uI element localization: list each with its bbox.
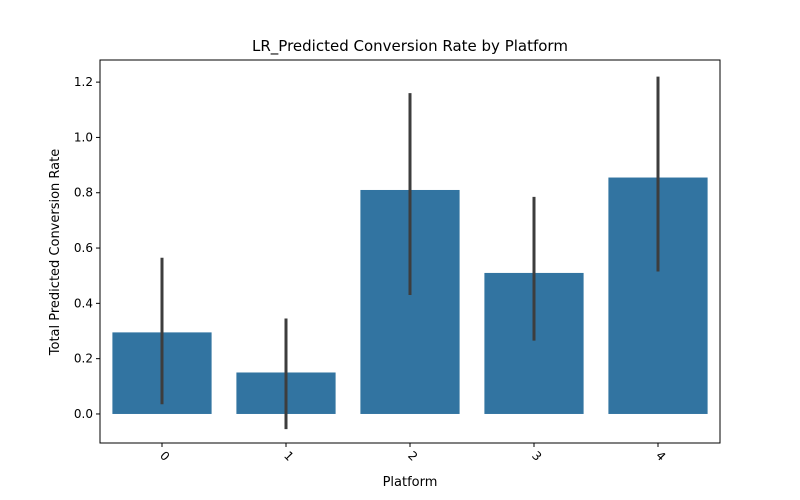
- x-tick-label: 1: [281, 449, 296, 464]
- x-tick-label: 2: [405, 449, 420, 464]
- y-tick-label: 0.6: [74, 241, 93, 255]
- chart-title: LR_Predicted Conversion Rate by Platform: [252, 37, 568, 56]
- x-tick-label: 0: [157, 449, 172, 464]
- x-tick-label: 4: [653, 449, 668, 464]
- y-axis-label: Total Predicted Conversion Rate: [48, 149, 63, 356]
- x-tick-label: 3: [529, 449, 544, 464]
- y-tick-label: 0.0: [74, 407, 93, 421]
- y-tick-label: 1.2: [74, 75, 93, 89]
- x-axis-label: Platform: [383, 475, 438, 490]
- y-tick-label: 0.8: [74, 186, 93, 200]
- y-axis: 0.0 0.2 0.4 0.6 0.8 1.0 1.2: [74, 75, 100, 421]
- y-tick-label: 1.0: [74, 130, 93, 144]
- y-tick-label: 0.2: [74, 352, 93, 366]
- plot-area: [112, 76, 708, 430]
- y-tick-label: 0.4: [74, 296, 93, 310]
- x-axis: 0 1 2 3 4: [157, 443, 668, 464]
